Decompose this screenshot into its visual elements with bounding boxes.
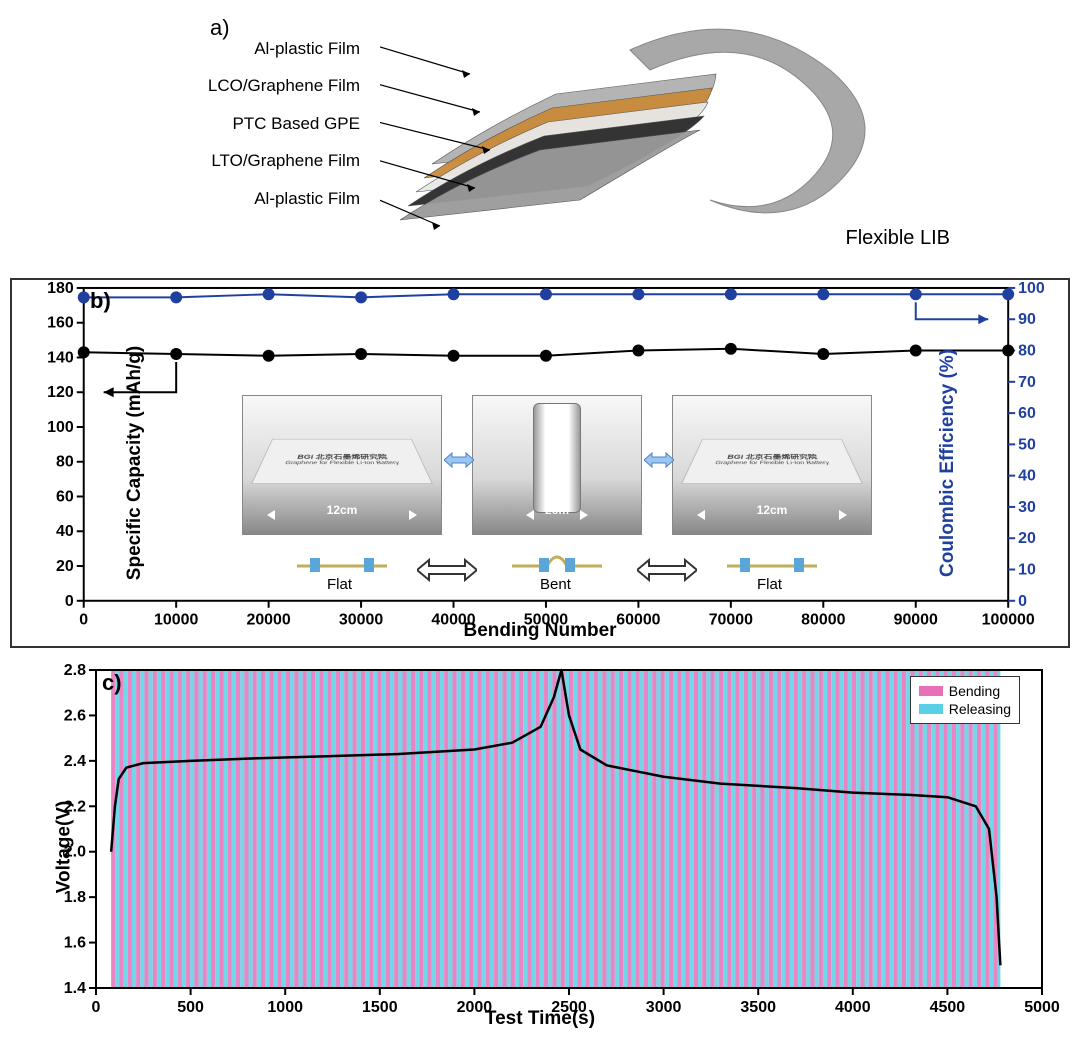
state-flat-icon [292, 548, 392, 578]
state-label: Flat [757, 576, 782, 593]
svg-text:60: 60 [1018, 405, 1036, 422]
svg-text:500: 500 [177, 999, 204, 1016]
state-label: Flat [327, 576, 352, 593]
legend-label: Releasing [949, 701, 1011, 717]
svg-text:100: 100 [47, 419, 74, 436]
legend-item: Bending [919, 683, 1011, 699]
panel-b-label: b) [90, 288, 111, 314]
y-axis-label-c: Voltage(V) [53, 801, 75, 894]
x-axis-label-c: Test Time(s) [485, 1008, 595, 1030]
svg-text:140: 140 [47, 349, 74, 366]
panel-a: a) Al-plastic Film LCO/Graphene Film PTC… [10, 10, 1070, 270]
inset-logo: BGi 北京石墨烯研究院 [726, 452, 818, 460]
layer-label: PTC Based GPE [180, 105, 360, 142]
layer-label: Al-plastic Film [180, 180, 360, 217]
dimension-arrow: 12cm [701, 503, 844, 517]
svg-text:90: 90 [1018, 311, 1036, 328]
y-axis-right-label: Coulombic Efficiency (%) [937, 349, 959, 577]
panel-c: 0500100015002000250030003500400045005000… [10, 662, 1070, 1032]
layer-label: Al-plastic Film [180, 30, 360, 67]
svg-text:30: 30 [1018, 499, 1036, 516]
svg-text:120: 120 [47, 384, 74, 401]
bent-roll [533, 403, 580, 513]
layer-label: LTO/Graphene Film [180, 142, 360, 179]
svg-text:4000: 4000 [835, 999, 871, 1016]
x-axis-label-b: Bending Number [463, 620, 616, 642]
svg-text:60: 60 [56, 488, 74, 505]
sample-sheet: BGi 北京石墨烯研究院 Graphene for Flexible Li-Io… [251, 439, 434, 484]
svg-text:80000: 80000 [801, 612, 845, 629]
panel-b: 0100002000030000400005000060000700008000… [10, 278, 1070, 648]
svg-text:10000: 10000 [154, 612, 198, 629]
svg-text:50: 50 [1018, 436, 1036, 453]
state-flat-icon [722, 548, 822, 578]
svg-text:0: 0 [79, 612, 88, 629]
svg-text:160: 160 [47, 315, 74, 332]
svg-text:100000: 100000 [982, 612, 1035, 629]
legend-label: Bending [949, 683, 1000, 699]
inset-photo-flat-1: BGi 北京石墨烯研究院 Graphene for Flexible Li-Io… [242, 395, 442, 535]
inset-photo-bent: 2cm [472, 395, 642, 535]
svg-text:2.4: 2.4 [64, 753, 86, 770]
svg-text:60000: 60000 [616, 612, 660, 629]
transition-arrow-icon [444, 450, 474, 470]
svg-text:2.6: 2.6 [64, 707, 86, 724]
svg-text:10: 10 [1018, 561, 1036, 578]
inset-photo-flat-2: BGi 北京石墨烯研究院 Graphene for Flexible Li-Io… [672, 395, 872, 535]
svg-text:0: 0 [1018, 593, 1027, 610]
panel-a-caption: Flexible LIB [846, 227, 951, 250]
y-axis-left-label: Specific Capacity (mAh/g) [124, 346, 146, 580]
svg-text:90000: 90000 [894, 612, 938, 629]
svg-text:70000: 70000 [709, 612, 753, 629]
svg-text:2.8: 2.8 [64, 662, 86, 679]
state-bent-icon [507, 548, 607, 578]
double-arrow-icon [417, 555, 477, 585]
svg-text:1000: 1000 [267, 999, 303, 1016]
layer-label-list: Al-plastic Film LCO/Graphene Film PTC Ba… [180, 30, 360, 217]
double-arrow-icon [637, 555, 697, 585]
svg-text:100: 100 [1018, 280, 1045, 297]
svg-text:3000: 3000 [646, 999, 682, 1016]
panel-c-label: c) [102, 670, 122, 696]
legend-item: Releasing [919, 701, 1011, 717]
svg-text:80: 80 [56, 454, 74, 471]
legend-c: Bending Releasing [910, 676, 1020, 724]
svg-text:40: 40 [56, 523, 74, 540]
svg-text:180: 180 [47, 280, 74, 297]
svg-text:20: 20 [1018, 530, 1036, 547]
inset-logo: BGi 北京石墨烯研究院 [296, 452, 388, 460]
inset-subtext: Graphene for Flexible Li-Ion Battery [284, 460, 399, 465]
svg-text:20000: 20000 [246, 612, 290, 629]
svg-text:30000: 30000 [339, 612, 383, 629]
svg-text:5000: 5000 [1024, 999, 1060, 1016]
svg-text:1.4: 1.4 [64, 980, 86, 997]
svg-text:1.6: 1.6 [64, 935, 86, 952]
legend-swatch [919, 686, 943, 696]
svg-text:70: 70 [1018, 374, 1036, 391]
transition-arrow-icon [644, 450, 674, 470]
svg-text:40: 40 [1018, 468, 1036, 485]
exploded-schematic [380, 20, 900, 260]
svg-text:20: 20 [56, 558, 74, 575]
svg-text:0: 0 [65, 593, 74, 610]
dimension-arrow: 2cm [530, 503, 584, 517]
svg-text:4500: 4500 [930, 999, 966, 1016]
figure-container: a) Al-plastic Film LCO/Graphene Film PTC… [0, 0, 1080, 1042]
inset-subtext: Graphene for Flexible Li-Ion Battery [714, 460, 829, 465]
svg-text:1500: 1500 [362, 999, 398, 1016]
state-label: Bent [540, 576, 571, 593]
sample-sheet: BGi 北京石墨烯研究院 Graphene for Flexible Li-Io… [681, 439, 864, 484]
svg-text:80: 80 [1018, 343, 1036, 360]
layer-label: LCO/Graphene Film [180, 67, 360, 104]
svg-text:3500: 3500 [740, 999, 776, 1016]
dimension-arrow: 12cm [271, 503, 414, 517]
legend-swatch [919, 704, 943, 714]
svg-text:0: 0 [92, 999, 101, 1016]
